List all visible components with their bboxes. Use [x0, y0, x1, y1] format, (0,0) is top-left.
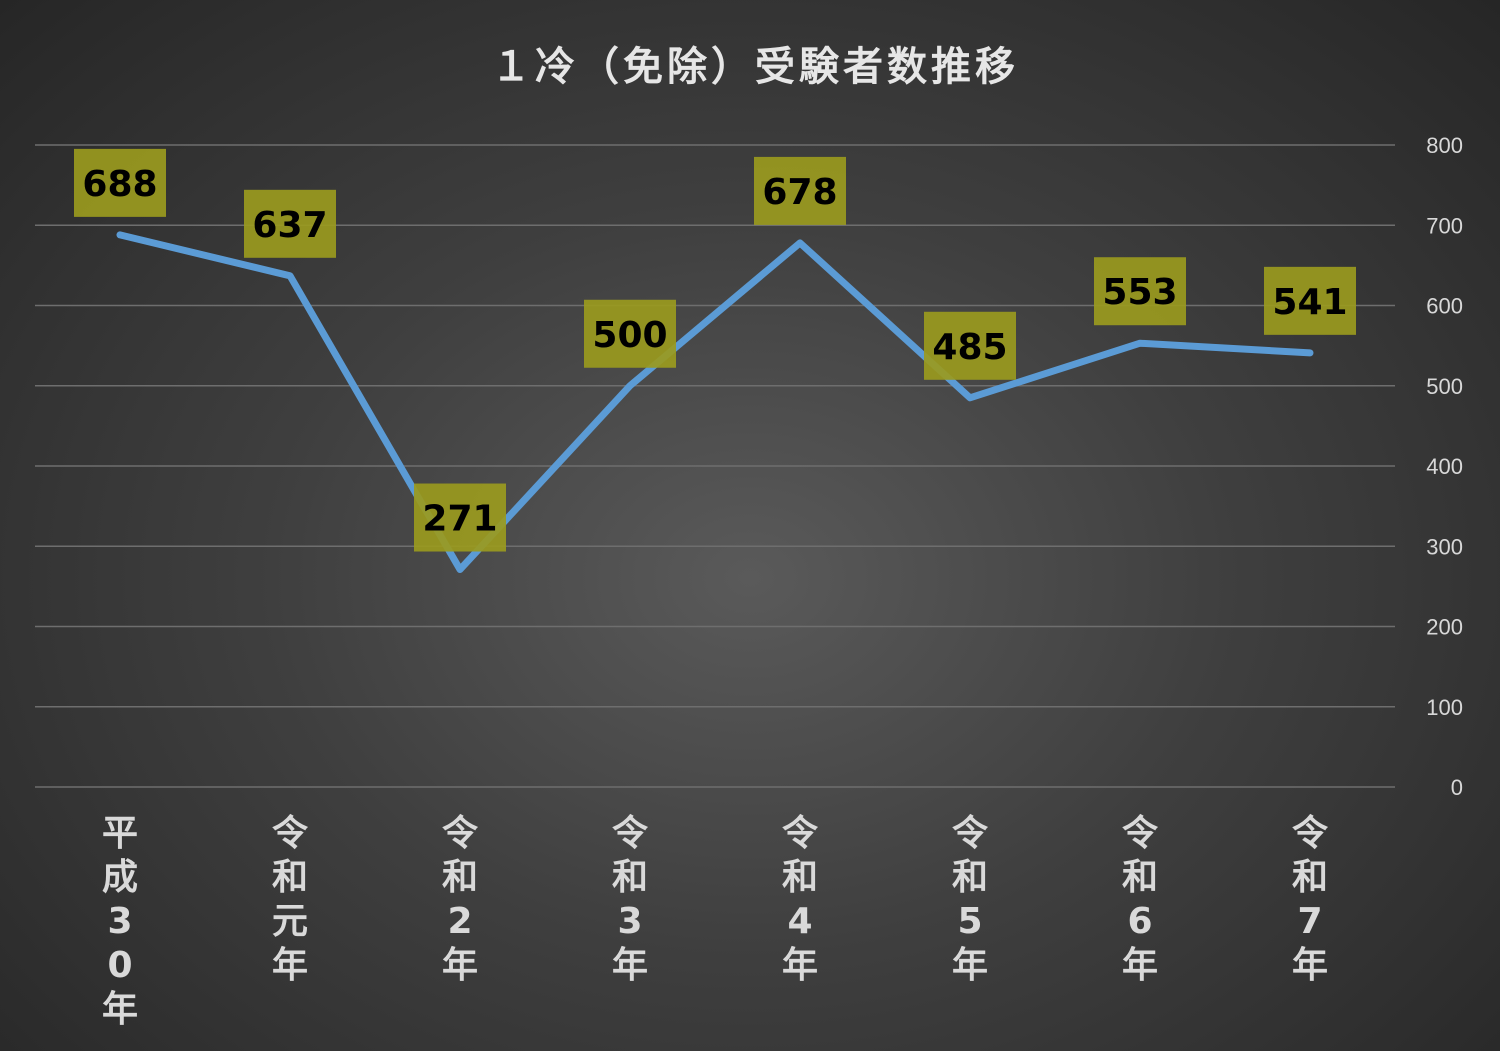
x-tick-char: 和 [1292, 857, 1328, 898]
y-tick-label: 600 [1426, 294, 1463, 319]
data-label-text: 485 [932, 327, 1007, 368]
y-tick-label: 0 [1451, 775, 1463, 800]
y-axis: 0 100 200 300 400 500 600 700 800 [1426, 133, 1463, 800]
y-tick-label: 800 [1426, 133, 1463, 158]
chart-title: １冷（免除）受験者数推移 [491, 44, 1019, 90]
x-tick-char: 和 [952, 857, 988, 898]
data-label-text: 688 [82, 164, 157, 205]
series-line [116, 231, 1314, 574]
x-tick-char: 和 [272, 857, 308, 898]
data-label: 485 [924, 311, 1016, 380]
data-label-box [244, 189, 336, 258]
data-label-box [924, 311, 1016, 380]
data-label: 553 [1094, 257, 1186, 326]
x-tick-char: 令 [272, 813, 309, 854]
x-tick-char: 和 [1122, 857, 1158, 898]
x-tick-char: 年 [102, 989, 138, 1030]
data-label-text: 541 [1272, 282, 1347, 323]
y-tick-label: 400 [1426, 454, 1463, 479]
x-tick-char: 年 [952, 945, 988, 986]
x-tick-char: 年 [1122, 945, 1158, 986]
data-label-text: 553 [1102, 272, 1177, 313]
data-label: 500 [584, 299, 676, 368]
x-tick-char: 成 [102, 857, 138, 898]
x-tick-char: 和 [612, 857, 648, 898]
series-line-group [116, 231, 1314, 574]
x-tick-char: 令 [782, 813, 819, 854]
data-label-text: 271 [422, 499, 497, 540]
data-label-text: 500 [592, 315, 667, 356]
y-tick-label: 500 [1426, 374, 1463, 399]
x-tick-char: 令 [612, 813, 649, 854]
data-label-box [1094, 257, 1186, 326]
x-tick-char: 0 [107, 945, 132, 986]
y-tick-label: 700 [1426, 213, 1463, 238]
x-tick-char: 7 [1297, 901, 1322, 942]
x-tick-char: 4 [787, 901, 812, 942]
gridlines [35, 144, 1395, 788]
x-tick-char: 年 [612, 945, 648, 986]
x-tick-char: 令 [952, 813, 989, 854]
x-tick-char: 和 [442, 857, 478, 898]
data-label-box [584, 299, 676, 368]
x-tick-char: 年 [782, 945, 818, 986]
x-tick-char: 令 [1292, 813, 1329, 854]
data-label-box [754, 156, 846, 225]
data-label-box [414, 483, 506, 552]
x-tick-char: 2 [447, 901, 472, 942]
data-label: 637 [244, 189, 336, 258]
data-label-box [1264, 266, 1356, 335]
data-label: 688 [74, 148, 166, 217]
y-tick-label: 100 [1426, 695, 1463, 720]
x-tick-char: 3 [107, 901, 132, 942]
data-label: 678 [754, 156, 846, 225]
y-tick-label: 300 [1426, 534, 1463, 559]
x-tick-char: 3 [617, 901, 642, 942]
x-tick-char: 年 [442, 945, 478, 986]
x-tick-char: 年 [1292, 945, 1328, 986]
data-labels: 688 637 271 500 678 485 553 541 [74, 148, 1356, 552]
x-tick-char: 平 [102, 813, 138, 854]
data-label: 541 [1264, 266, 1356, 335]
y-tick-label: 200 [1426, 615, 1463, 640]
x-tick-char: 令 [442, 813, 479, 854]
data-label-text: 678 [762, 172, 837, 213]
data-label-text: 637 [252, 205, 327, 246]
data-label-box [74, 148, 166, 217]
x-tick-char: 元 [272, 901, 308, 942]
x-tick-char: 令 [1122, 813, 1159, 854]
x-tick-char: 和 [782, 857, 818, 898]
x-tick-char: 5 [957, 901, 982, 942]
x-tick-char: 6 [1127, 901, 1152, 942]
x-tick-char: 年 [272, 945, 308, 986]
data-label: 271 [414, 483, 506, 552]
